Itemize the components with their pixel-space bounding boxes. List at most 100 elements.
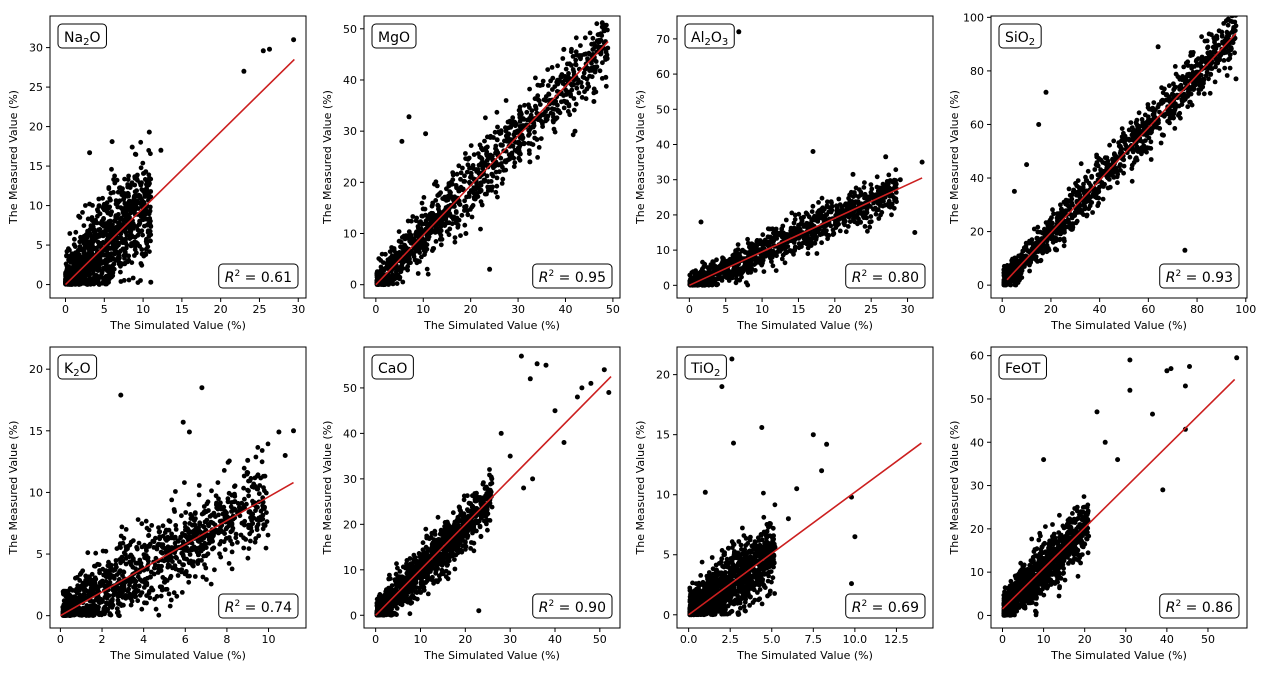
scatter-point [399,262,405,268]
scatter-point [405,267,410,273]
scatter-point [424,266,430,272]
scatter-point [405,218,411,224]
scatter-point [843,201,849,207]
scatter-point [140,160,146,166]
scatter-point [779,256,785,262]
scatter-point [1023,246,1029,252]
scatter-point [482,161,488,166]
scatter-point [494,137,500,143]
scatter-point [1045,223,1051,228]
scatter-point [123,245,129,251]
scatter-point [452,239,458,245]
scatter-point [129,241,134,246]
scatter-point [799,221,805,227]
scatter-point [1233,23,1239,29]
scatter-point [1144,122,1149,128]
scatter-point [1196,91,1202,96]
scatter-point [146,178,152,184]
scatter-point [72,244,78,250]
scatter-point [1182,247,1188,253]
scatter-point [139,187,145,193]
scatter-point [462,179,468,184]
scatter-point [602,22,608,28]
scatter-point [1126,137,1132,143]
scatter-point [403,233,409,239]
scatter-point [1181,76,1186,82]
scatter-point [73,229,79,235]
x-tick-label: 5 [101,303,108,316]
scatter-point [76,247,82,253]
scatter-point [138,195,144,201]
scatter-point [550,111,556,117]
scatter-point [1097,184,1102,190]
scatter-point [1035,224,1041,230]
scatter-point [138,181,144,186]
scatter-point [465,208,470,214]
scatter-point [573,35,579,41]
scatter-point [105,210,111,216]
scatter-point [1121,163,1127,169]
scatter-point [132,189,138,195]
scatter-point [697,270,702,276]
scatter-point [419,200,425,206]
scatter-point [771,237,777,242]
scatter-point [1101,169,1107,174]
scatter-point [735,271,741,277]
scatter-point [1074,218,1080,224]
scatter-point [1068,198,1073,204]
scatter-point [453,220,459,226]
scatter-point [1070,189,1076,195]
scatter-point [83,280,89,286]
scatter-point [1057,236,1063,242]
scatter-point [201,504,207,509]
scatter-point [1185,59,1191,65]
scatter-point [116,220,122,226]
scatter-point [1027,268,1032,274]
scatter-point [703,278,709,284]
scatter-point [1134,121,1139,127]
scatter-point [135,280,141,285]
scatter-point [782,260,788,266]
scatter-point [132,176,138,181]
scatter-point [1009,266,1015,272]
scatter-point [260,48,266,54]
scatter-point [500,176,506,182]
scatter-point [1078,161,1084,167]
scatter-point [852,190,857,195]
scatter-point [472,186,477,192]
scatter-point [134,250,139,256]
scatter-point [868,182,874,188]
scatter-point [120,186,125,192]
scatter-point [1188,53,1193,58]
scatter-point [121,278,127,283]
scatter-point [119,524,125,530]
scatter-point [729,257,734,263]
scatter-point [1155,104,1161,110]
y-axis-label: The Measured Value (%) [634,90,647,225]
scatter-point [115,189,121,195]
scatter-point [529,108,535,113]
scatter-point [100,195,105,201]
scatter-point [95,254,101,260]
scatter-point [78,238,83,244]
scatter-point [511,132,517,138]
scatter-point [893,167,899,173]
x-tick-label: 20 [464,303,478,316]
scatter-point [791,251,796,257]
scatter-point [791,220,797,226]
oxide-label: Al2O3 [684,23,735,49]
scatter-point [1195,62,1201,68]
x-tick-label: 30 [291,303,305,316]
scatter-point [485,156,491,162]
scatter-point [100,230,106,236]
scatter-point [549,106,555,112]
scatter-point [1107,142,1112,148]
scatter-point [1061,199,1067,205]
scatter-point [408,260,413,266]
scatter-point [1066,186,1072,192]
scatter-point [471,152,477,158]
scatter-point [129,220,135,226]
scatter-point [874,174,880,180]
scatter-point [791,225,797,231]
scatter-point [701,272,707,278]
